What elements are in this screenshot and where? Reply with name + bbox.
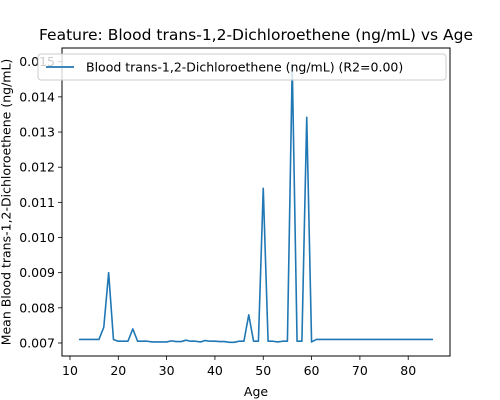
x-axis-label: Age: [244, 384, 268, 399]
y-tick-label: 0.008: [19, 300, 55, 315]
y-tick-label: 0.007: [19, 335, 55, 350]
series-layer: [78, 64, 434, 344]
plot-background: [62, 48, 450, 356]
x-tick-label: 30: [159, 363, 175, 378]
chart-title: Feature: Blood trans-1,2-Dichloroethene …: [39, 26, 473, 44]
series-line: [78, 64, 434, 344]
y-tick-label: 0.010: [19, 230, 55, 245]
x-tick-label: 10: [62, 363, 78, 378]
x-tick-label: 70: [352, 363, 368, 378]
plot-area: [62, 48, 450, 356]
y-tick-label: 0.014: [19, 89, 55, 104]
x-tick-label: 60: [304, 363, 320, 378]
x-tick-label: 40: [207, 363, 223, 378]
x-tick-label: 50: [255, 363, 271, 378]
x-tick-label: 20: [110, 363, 126, 378]
legend-label: Blood trans-1,2-Dichloroethene (ng/mL) (…: [86, 60, 403, 75]
legend-box: [37, 53, 447, 81]
y-tick-label: 0.009: [19, 265, 55, 280]
x-axis: 10 20 30 40 50 60 70 80: [62, 356, 416, 378]
y-tick-label: 0.012: [19, 160, 55, 175]
y-tick-label: 0.013: [19, 125, 55, 140]
x-tick-label: 80: [400, 363, 416, 378]
y-axis-label: Mean Blood trans-1,2-Dichloroethene (ng/…: [0, 59, 14, 346]
y-tick-label: 0.011: [19, 195, 55, 210]
legend: Blood trans-1,2-Dichloroethene (ng/mL) (…: [37, 53, 447, 81]
plot-frame: [61, 47, 451, 357]
